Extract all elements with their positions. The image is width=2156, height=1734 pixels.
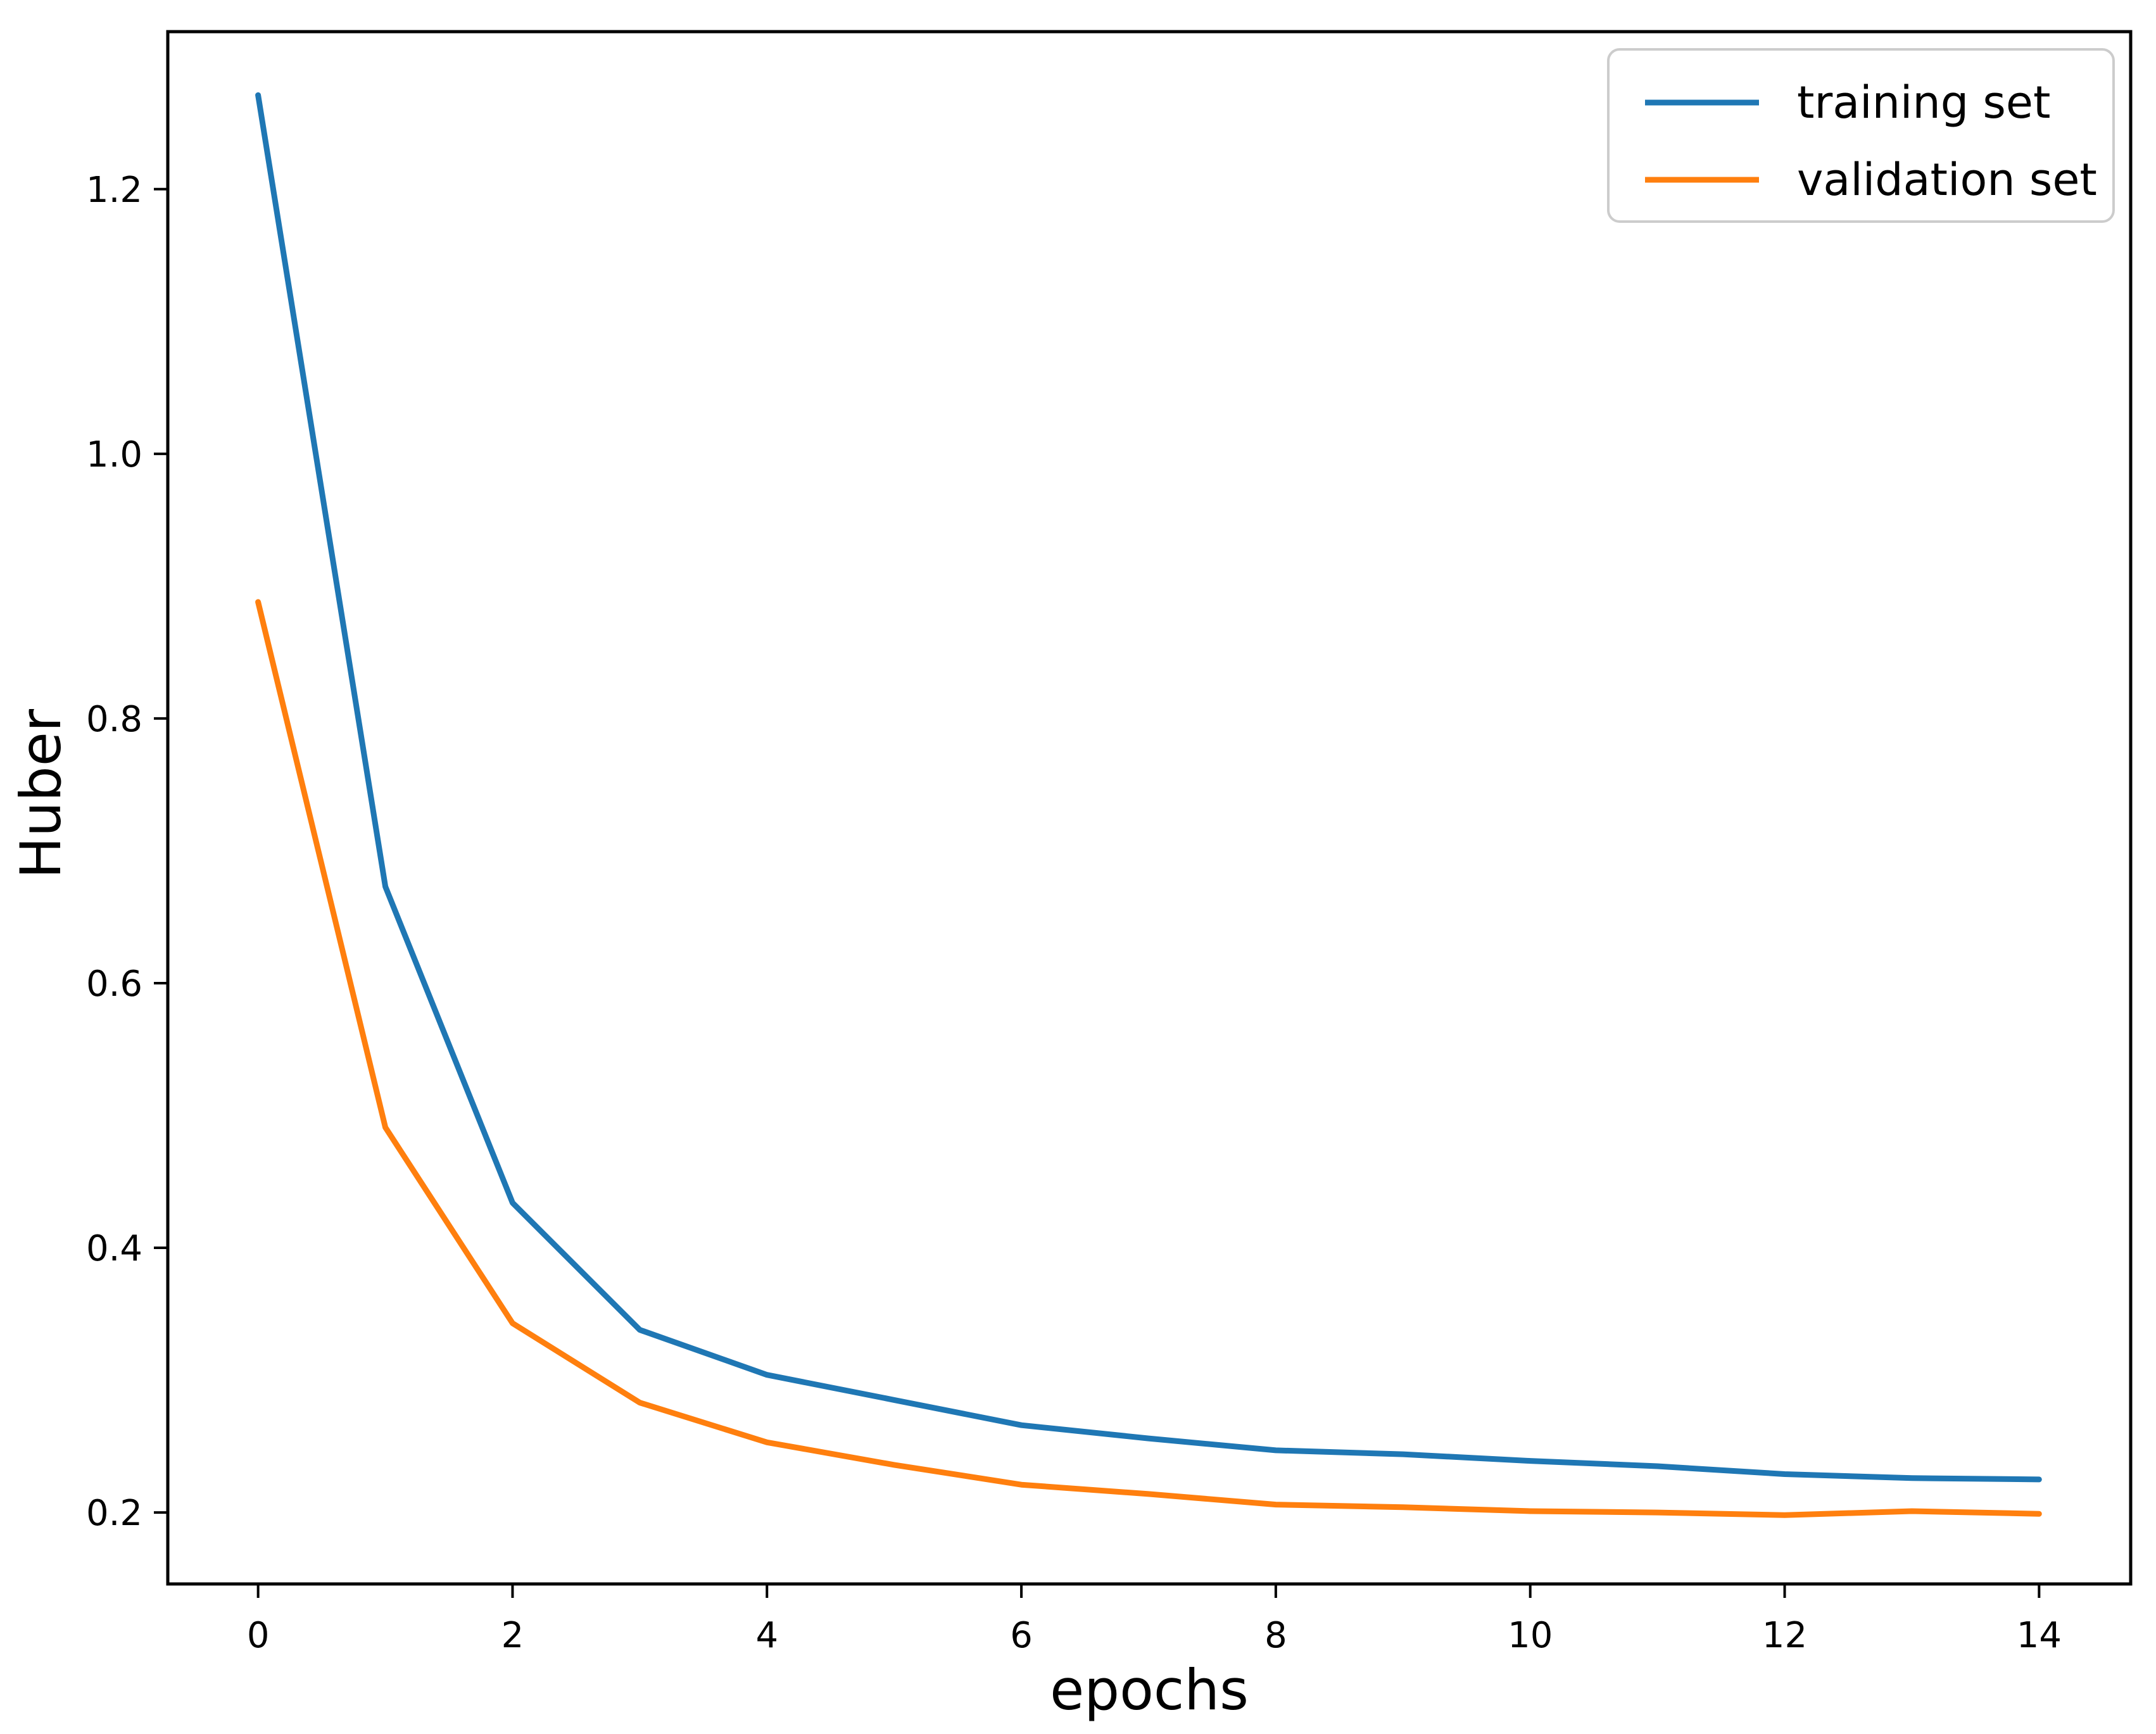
x-tick-label: 12 [1762,1615,1807,1656]
legend: training set validation set [1607,48,2115,223]
x-axis-label: epochs [1050,1657,1249,1723]
y-tick-label: 0.8 [86,699,142,740]
y-tick-label: 0.6 [86,964,142,1005]
x-tick-label: 8 [1264,1615,1287,1656]
x-tick-label: 0 [247,1615,270,1656]
x-tick-label: 6 [1010,1615,1033,1656]
y-tick-label: 1.0 [86,434,142,475]
x-tick-label: 10 [1508,1615,1553,1656]
series-line-validation-set [255,599,2042,1518]
axes-spines [166,30,2133,1586]
y-tick-label: 1.2 [86,170,142,211]
y-tick-label: 0.2 [86,1493,142,1534]
legend-label-training-set: training set [1797,77,2050,129]
plot-area: 0 2 4 6 8 10 12 14 0.2 0.4 0.6 0.8 1.0 1.2 [86,30,2133,1656]
x-tick-label: 2 [501,1615,524,1656]
y-tick-label: 0.4 [86,1228,142,1269]
x-tick-label: 14 [2017,1615,2062,1656]
series-line-training-set [255,92,2042,1483]
y-axis-label: Huber [8,708,73,879]
legend-label-validation-set: validation set [1797,154,2097,206]
x-tick-label: 4 [755,1615,778,1656]
